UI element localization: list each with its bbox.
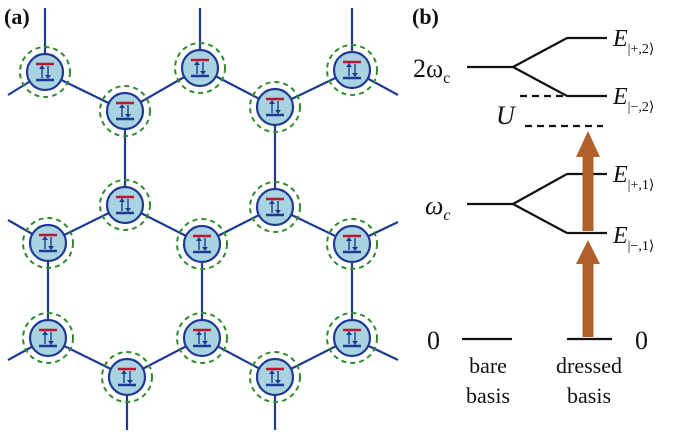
lattice-site xyxy=(248,80,302,134)
dressed-caption-line2: basis xyxy=(567,383,611,408)
lattice-site xyxy=(98,178,152,232)
panel-a-label: (a) xyxy=(4,4,30,29)
split-line-upper-1 xyxy=(512,173,568,205)
lattice-sites xyxy=(18,41,379,404)
e-minus-2-label: E|−,2⟩ xyxy=(612,84,654,115)
split-line-upper-2 xyxy=(512,37,568,68)
lattice-site xyxy=(21,216,75,270)
e-plus-1-label: E|+,1⟩ xyxy=(612,162,654,193)
lattice-site xyxy=(18,45,72,99)
lattice-site xyxy=(325,311,379,365)
lattice-site xyxy=(248,350,302,404)
bare-caption-line2: basis xyxy=(466,383,510,408)
e-minus-1-label: E|−,1⟩ xyxy=(612,223,654,254)
panel-b: (b) xyxy=(412,4,654,408)
lattice-site xyxy=(98,84,152,138)
dressed-caption-line1: dressed xyxy=(556,353,622,378)
lattice-site xyxy=(21,311,75,365)
transition-arrow-upper-head xyxy=(576,131,600,157)
panel-a: (a) xyxy=(4,4,399,430)
split-line-lower-2 xyxy=(512,66,568,97)
u-label: U xyxy=(496,101,517,130)
lattice-site xyxy=(325,43,379,97)
two-omega-label: 2ωc xyxy=(413,54,450,87)
lattice-site xyxy=(173,41,227,95)
zero-left-label: 0 xyxy=(427,326,440,355)
zero-right-label: 0 xyxy=(635,326,648,355)
lattice-site xyxy=(325,217,379,271)
panel-b-label: (b) xyxy=(412,4,439,29)
lattice-site xyxy=(175,217,229,271)
transition-arrows xyxy=(576,131,600,337)
lattice-site xyxy=(175,311,229,365)
bare-caption-line1: bare xyxy=(469,353,507,378)
lattice-site xyxy=(248,180,302,234)
lattice-site xyxy=(100,350,154,404)
split-line-lower-1 xyxy=(512,203,568,234)
e-plus-2-label: E|+,2⟩ xyxy=(612,26,654,57)
transition-arrow-lower-head xyxy=(576,240,600,264)
omega-label: ωc xyxy=(425,191,450,224)
